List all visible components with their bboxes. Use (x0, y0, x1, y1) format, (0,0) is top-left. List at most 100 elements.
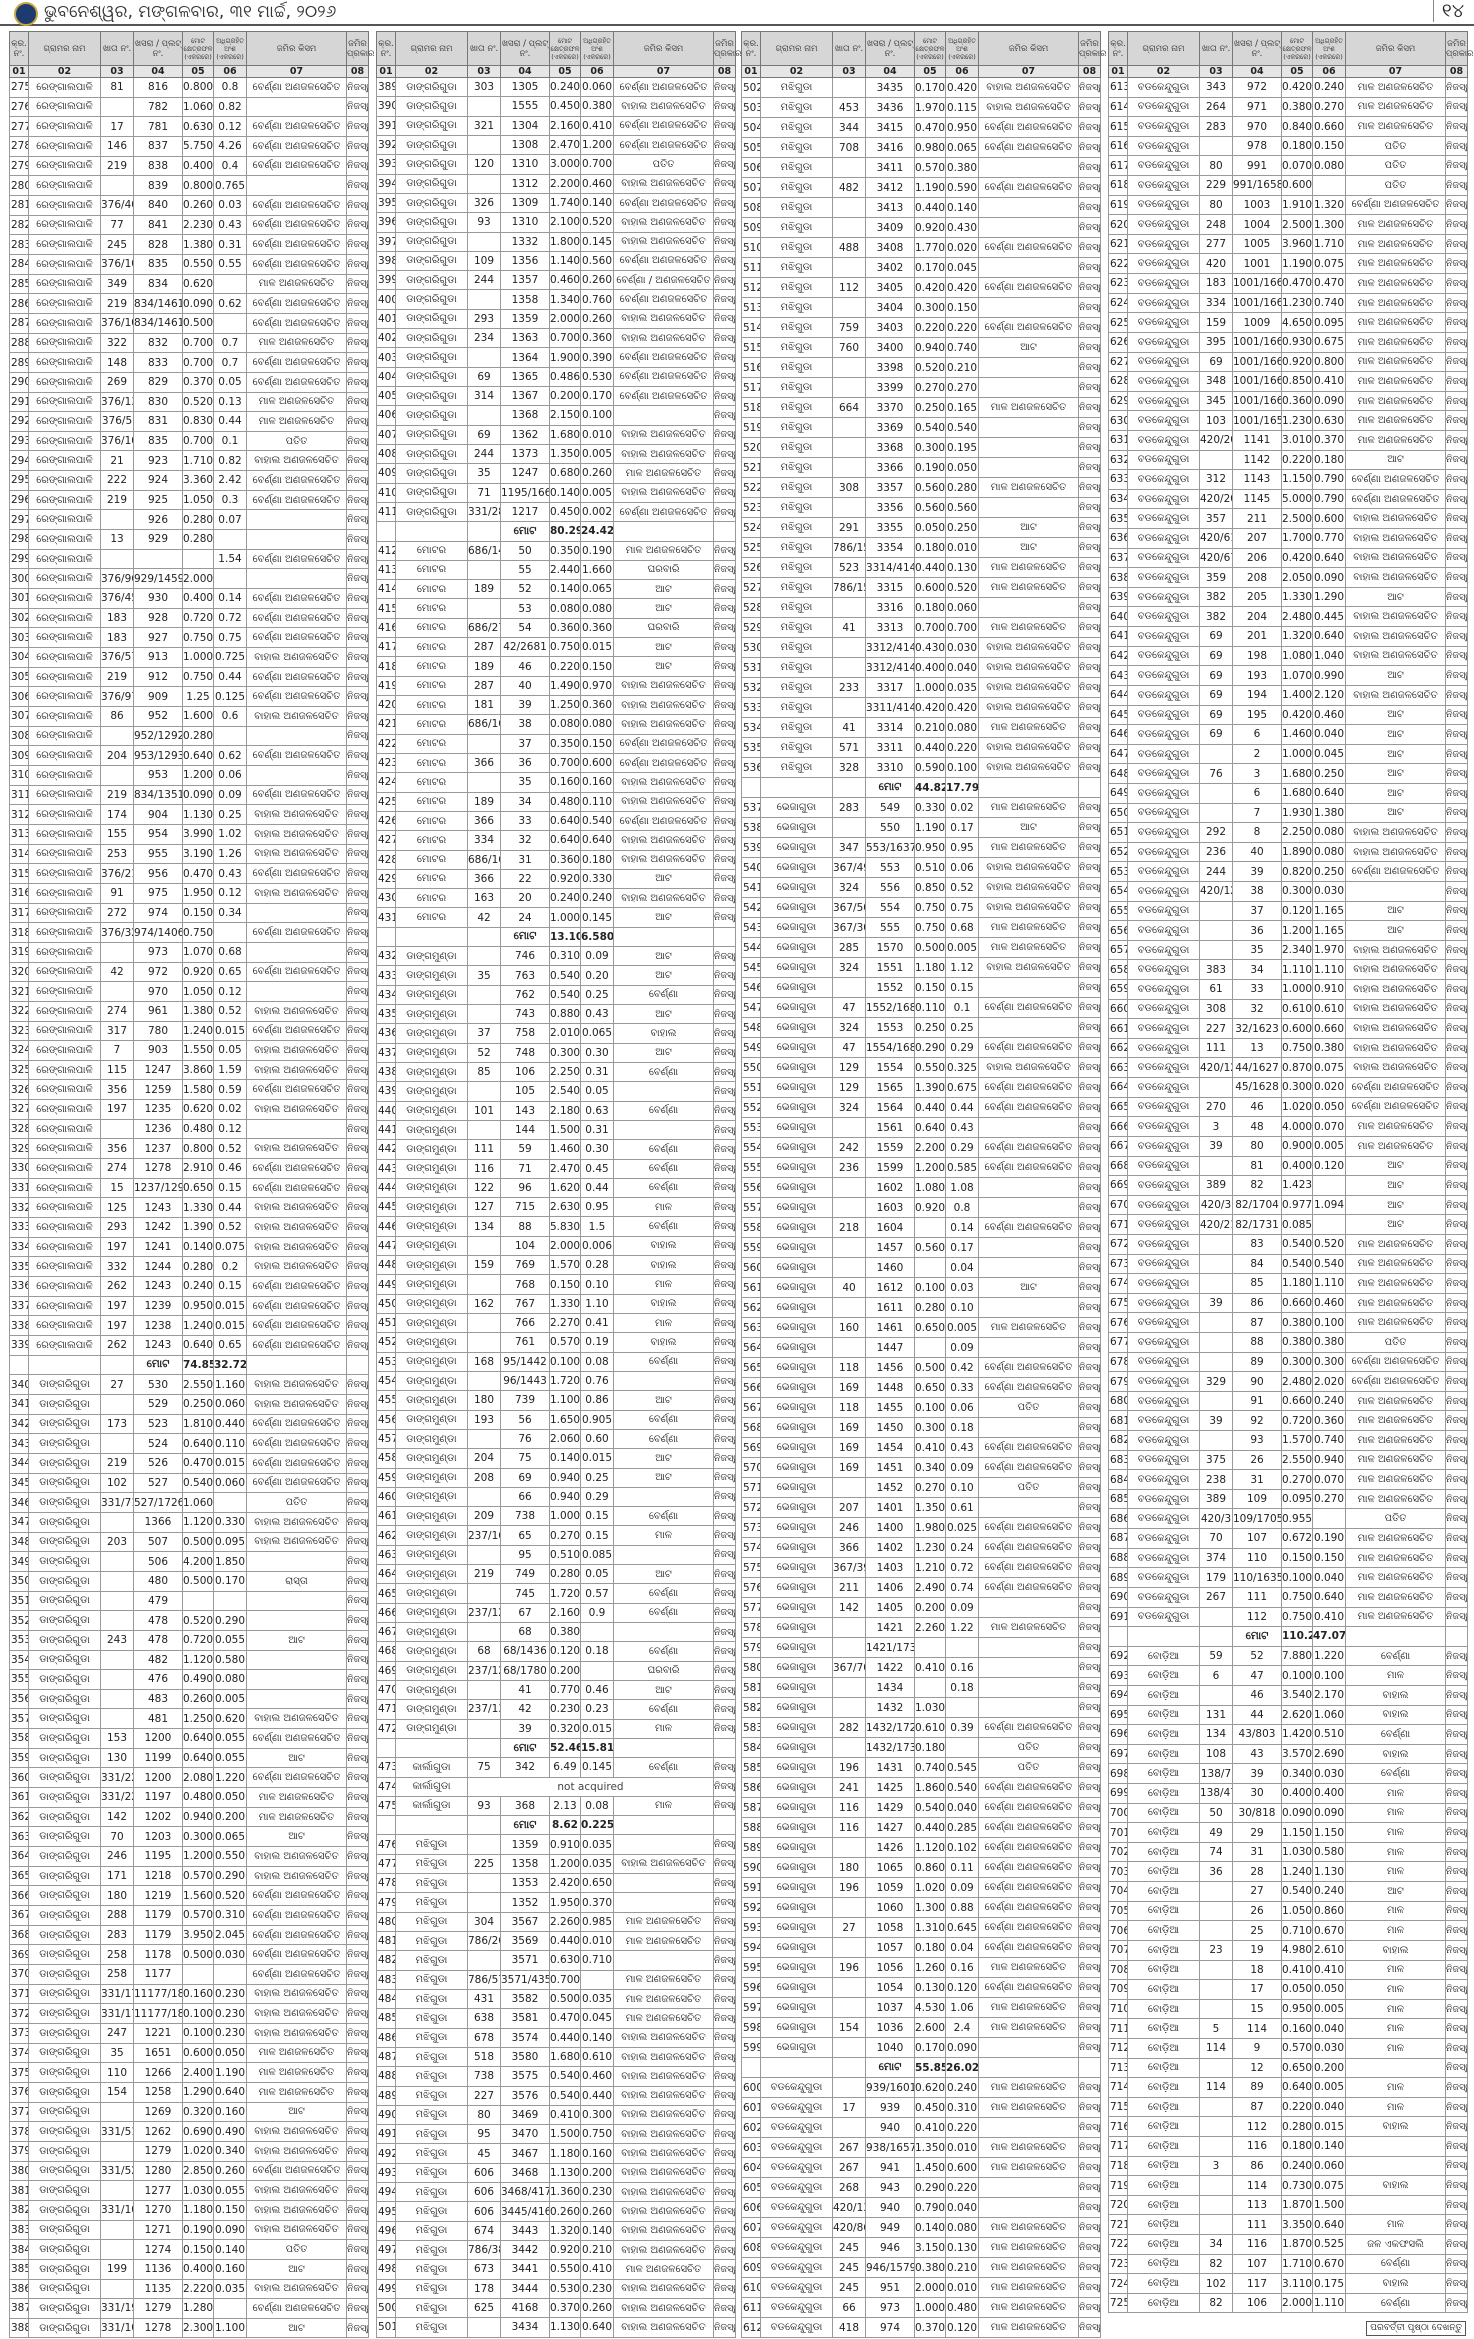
total-area: 3.360 (182, 470, 214, 491)
khata-no: 678 (467, 2027, 501, 2048)
total-area: 0.400 (914, 657, 946, 678)
total-area: 1.080 (914, 1177, 946, 1198)
land-kisam (613, 1834, 714, 1855)
serial-no: 683 (1108, 1449, 1128, 1471)
column-number: 07 (246, 65, 347, 78)
plot-no: 1427 (865, 1817, 915, 1838)
acquired-area: 0.860 (1312, 1900, 1346, 1922)
serial-no: 320 (9, 961, 29, 983)
land-type: ନିଜସ୍ୱ (713, 2239, 736, 2261)
land-type: ନିଜସ୍ୱ (713, 2220, 736, 2242)
land-type: ନିଜସ୍ୱ (713, 2278, 736, 2299)
land-type: ନିଜସ୍ୱ (1078, 1997, 1101, 2018)
land-kisam (978, 1297, 1079, 1318)
plot-no: 95 (500, 1544, 550, 1566)
serial-no: 433 (376, 965, 396, 986)
total-area: 0.140 (182, 1236, 214, 1258)
total-area: 0.820 (1281, 861, 1313, 882)
village-name: ମଝିଗୁଡା (760, 237, 833, 258)
serial-no: 389 (376, 76, 396, 98)
blank-cell (613, 1815, 714, 1836)
serial-no: 346 (9, 1492, 29, 1513)
plot-no: 1059 (865, 1877, 915, 1898)
acquired-area: 0.015 (213, 1452, 247, 1474)
serial-no: 461 (376, 1506, 396, 1527)
total-row: ମୋଟ74.85032.72 (9, 1354, 369, 1376)
acquired-area: 0.390 (580, 347, 614, 368)
khata-no: 420/21 (1199, 1214, 1233, 1235)
village-name: ବୋଡ଼ିଆ (1127, 2234, 1200, 2255)
land-type: ନିଜସ୍ୱ (346, 1059, 369, 1081)
land-type: ନିଜସ୍ୱ (713, 134, 736, 156)
serial-no: 288 (9, 332, 29, 354)
column-header-land-type: ଜମିର ପ୍ରକାର (713, 31, 741, 66)
acquired-area: 0.09 (945, 1457, 979, 1478)
khata-no (467, 1679, 501, 1701)
serial-no: 489 (376, 2085, 396, 2106)
total-area: 1.130 (549, 2317, 581, 2338)
land-type: ନିଜସ୍ୱ (1078, 537, 1101, 558)
khata-no: 344 (832, 117, 866, 138)
khata-no: 418 (832, 2317, 866, 2338)
village-name: ରେଙ୍ଗାଲପାଳି (28, 529, 101, 550)
total-area: 1.420 (1281, 1724, 1313, 1745)
table-row: 444ଡାଙ୍ଗମୁଣ୍ଡା122961.6200.44ବେର୍ଣ୍ଣାନିଜସ… (376, 1177, 736, 1199)
table-row: 462ଡାଙ୍ଗମୁଣ୍ଡା237/164650.2700.15ମାଳନିଜସ୍… (376, 1525, 736, 1546)
acquired-area (213, 568, 247, 590)
khata-no: 180 (832, 1857, 866, 1878)
serial-no: 500 (376, 2297, 396, 2319)
plot-no: 507 (133, 1531, 183, 1553)
khata-no: 237/128 (467, 1602, 501, 1624)
land-type: ନିଜସ୍ୱ (713, 1467, 736, 1488)
village-name: ମଝିଗୁଡା (395, 2297, 468, 2319)
khata-no: 238 (1199, 1469, 1233, 1490)
land-type: ନିଜସ୍ୱ (713, 1255, 736, 1276)
land-kisam (978, 457, 1079, 478)
khata-no: 3 (1199, 2155, 1233, 2177)
total-area: 0.380 (549, 1621, 581, 1643)
khata-no: 15 (100, 1177, 134, 1199)
total-area: 0.280 (182, 725, 214, 747)
serial-no: 301 (9, 588, 29, 609)
acquired-area (945, 1737, 979, 1758)
serial-no: 454 (376, 1370, 396, 1392)
acquired-area: 0.220 (945, 2177, 979, 2198)
acquired-area: 0.160 (580, 2143, 614, 2164)
acquired-area: 1.500 (1312, 2194, 1346, 2216)
land-kisam (978, 1117, 1079, 1138)
plot-no: 833 (133, 352, 183, 373)
acquired-area: 0.190 (1312, 1528, 1346, 1549)
khata-no: 80 (1199, 194, 1233, 216)
acquired-area: 0.060 (1312, 2155, 1346, 2177)
land-kisam (978, 1497, 1079, 1518)
land-type: ନିଜସ୍ୱ (346, 1256, 369, 1278)
plot-no: 832 (133, 332, 183, 354)
village-name: ରେଙ୍ଗାଲପାଳି (28, 1059, 101, 1081)
land-type: ନିଜସ୍ୱ (346, 2062, 369, 2083)
village-name: ଭେଜାଗୁଡା (760, 1457, 833, 1478)
total-area: 0.920 (549, 2239, 581, 2261)
total-area: 0.140 (914, 2217, 946, 2238)
plot-no: 1271 (133, 2219, 183, 2241)
acquired-area: 0.585 (945, 1157, 979, 1178)
village-name: ରେଙ୍ଗାଲପାଳି (28, 745, 101, 766)
village-name: ବଡକେନ୍ଦୁଗୁଡା (760, 2277, 833, 2298)
serial-no: 397 (376, 231, 396, 252)
total-area: 0.920 (549, 868, 581, 890)
serial-no: 456 (376, 1409, 396, 1430)
khata-no: 134 (1199, 1724, 1233, 1745)
land-kisam: ବାହାଲ ଅଣଜଳସେଚିତ (1345, 1037, 1446, 1059)
plot-no: 975 (133, 882, 183, 904)
total-area: 3.110 (1281, 2273, 1313, 2294)
acquired-area: 0.700 (580, 154, 614, 175)
land-kisam: ବେର୍ଣ୍ଣା ଅଣଜଳସେଚିତ (246, 1452, 347, 1474)
village-name: ଭେଜାଗୁଡା (760, 1357, 833, 1378)
